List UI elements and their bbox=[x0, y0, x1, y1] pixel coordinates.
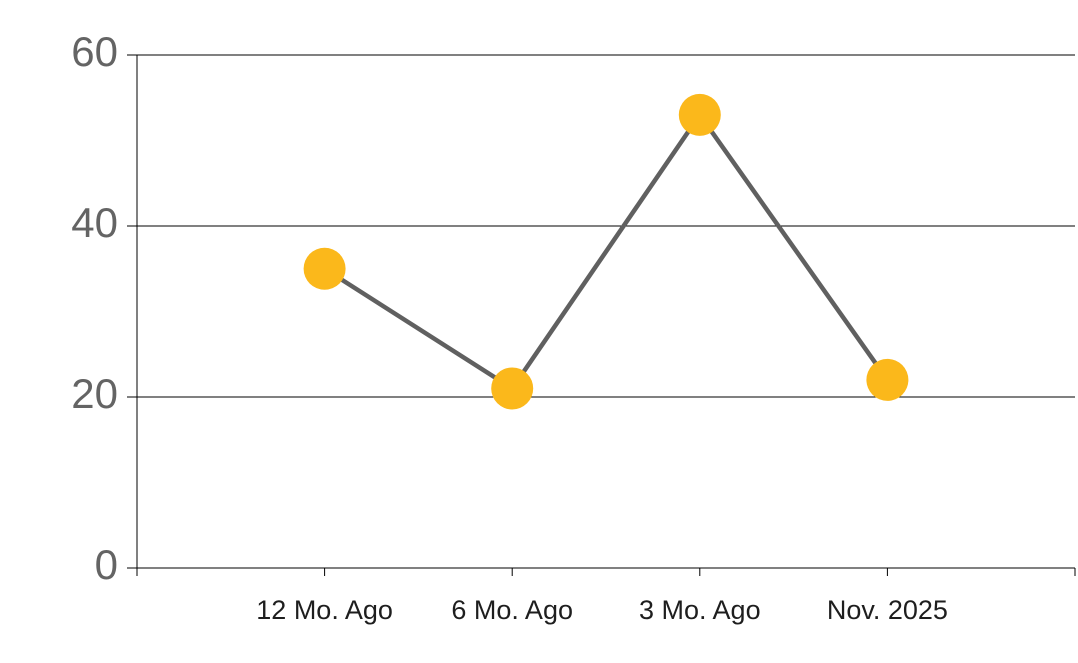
y-tick-label: 0 bbox=[95, 541, 118, 588]
data-point bbox=[866, 358, 909, 401]
data-line bbox=[323, 110, 890, 392]
y-tick-label: 20 bbox=[71, 370, 118, 417]
data-point bbox=[303, 247, 346, 290]
y-tick-label: 60 bbox=[71, 28, 118, 75]
x-tick-label: Nov. 2025 bbox=[827, 595, 948, 625]
data-point bbox=[491, 367, 534, 410]
data-point bbox=[678, 93, 721, 136]
x-tick-label: 3 Mo. Ago bbox=[639, 595, 761, 625]
y-tick-label: 40 bbox=[71, 199, 118, 246]
x-tick-label: 6 Mo. Ago bbox=[451, 595, 573, 625]
x-tick-label: 12 Mo. Ago bbox=[256, 595, 393, 625]
